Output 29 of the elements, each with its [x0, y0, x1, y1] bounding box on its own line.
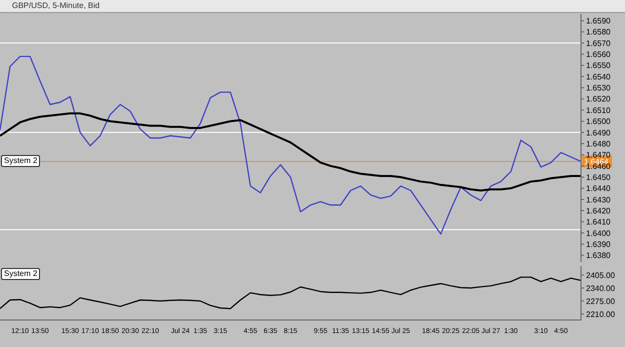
- y-tick-label: 1.6560: [586, 50, 612, 60]
- annotation: System 2: [1, 268, 40, 280]
- y-tick-label: 1.6540: [586, 72, 612, 82]
- annotation: System 2: [1, 155, 40, 167]
- y-tick-label: 2275.00: [586, 296, 616, 306]
- y-tick-label: 1.6570: [586, 38, 612, 48]
- y-tick-label: 1.6380: [586, 251, 612, 260]
- y-tick-label: 1.6510: [586, 106, 612, 115]
- y-tick-label: 1.6400: [586, 228, 612, 238]
- line-series: [0, 276, 582, 310]
- chart-title: GBP/USD, 5-Minute, Bid: [12, 0, 100, 12]
- y-tick-label: 1.6520: [586, 94, 612, 104]
- y-tick-label: 1.6410: [586, 218, 612, 227]
- y-tick-label: 1.6550: [586, 61, 612, 70]
- y-tick-label: 1.6390: [586, 240, 612, 249]
- y-tick-label: 1.6440: [586, 184, 612, 194]
- line-series: [0, 112, 582, 192]
- y-tick-label: 1.6530: [586, 84, 612, 93]
- y-tick-label: 2405.00: [586, 270, 616, 280]
- y-tick-label: 1.6590: [586, 16, 612, 26]
- y-tick-label: 1.6420: [586, 206, 612, 216]
- y-tick-label: 1.6480: [586, 139, 612, 148]
- y-tick-label: 1.6450: [586, 172, 612, 182]
- y-tick-label: 1.6580: [586, 28, 612, 37]
- y-tick-label: 2340.00: [586, 284, 616, 293]
- y-tick-label: 1.6500: [586, 117, 612, 126]
- y-tick-label: 2210.00: [586, 310, 616, 319]
- y-tick-label: 1.6430: [586, 195, 612, 204]
- y-tick-label: 1.6490: [586, 128, 612, 138]
